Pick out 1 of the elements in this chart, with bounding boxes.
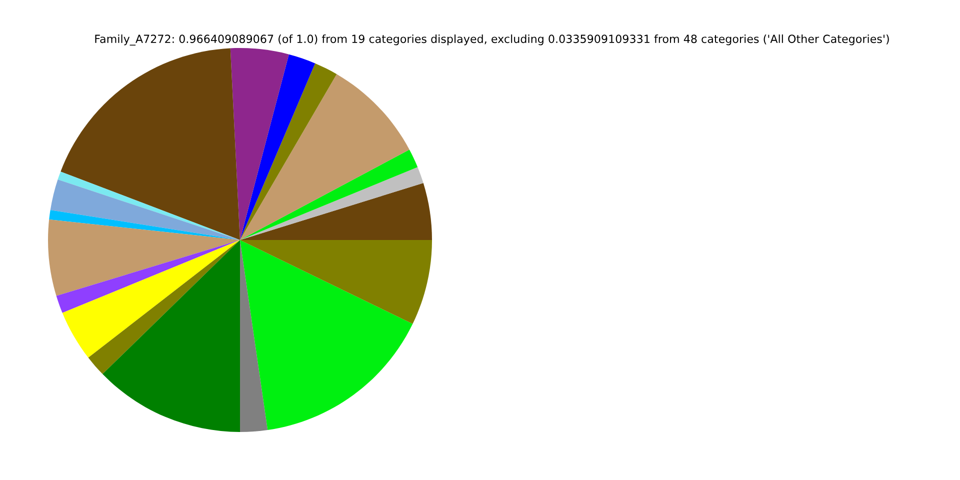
- text: Family_A7272: 0.966409089067 (of 1.0) from 19 categories displayed, excluding 0.0335909109331 from 48 categories ('All Other Categories'): [95, 34, 889, 46]
